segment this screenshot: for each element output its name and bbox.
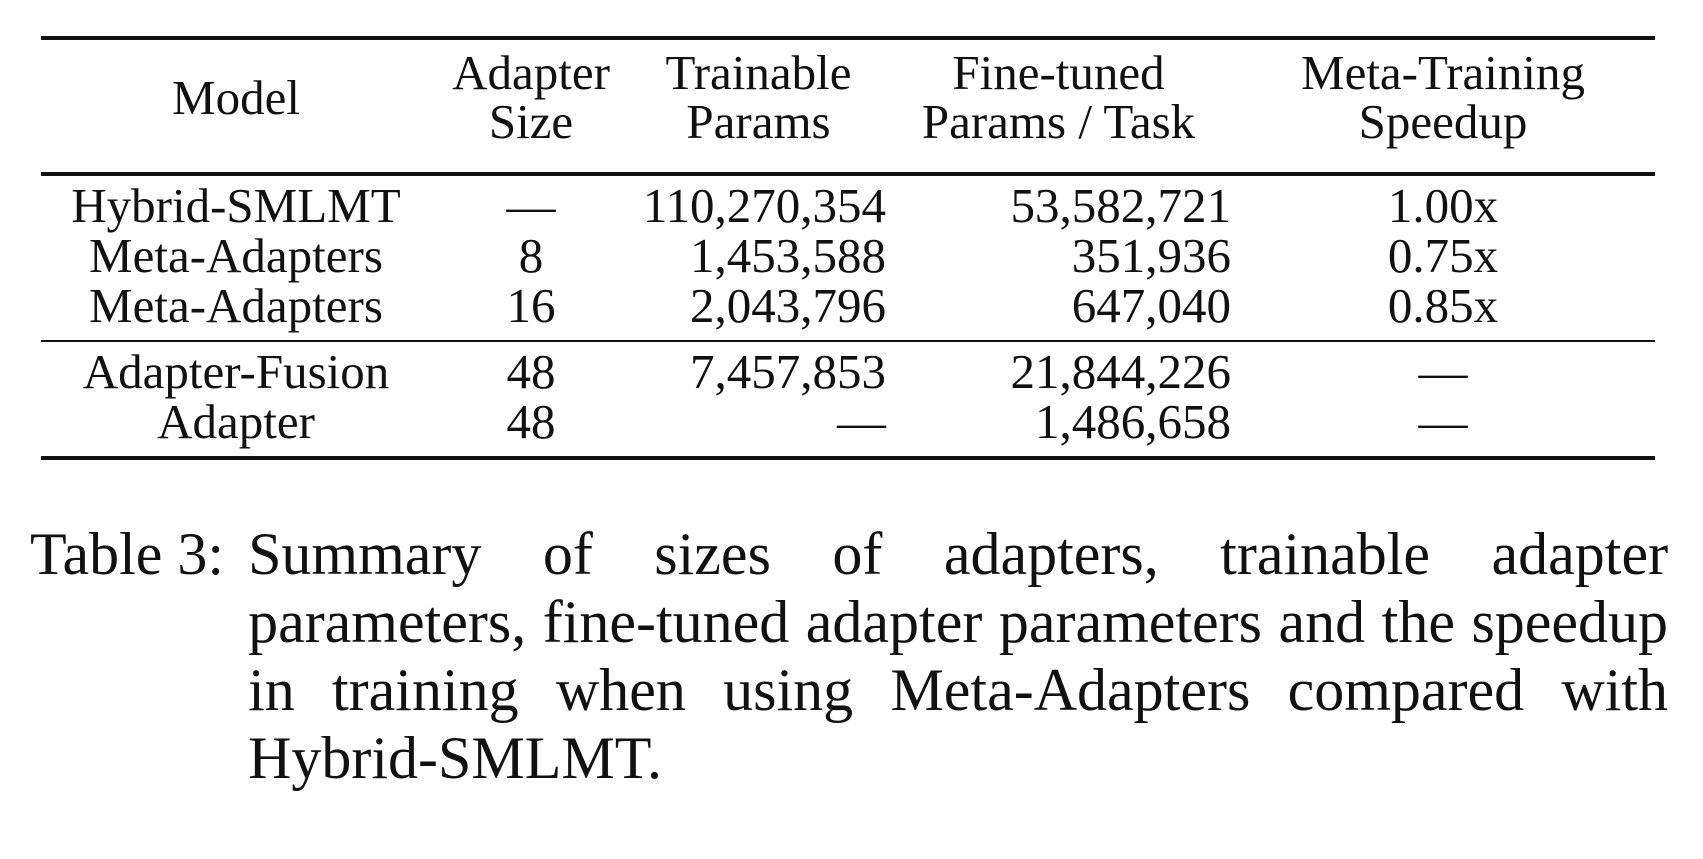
caption-label: Table 3: bbox=[30, 521, 225, 587]
cell-model: Hybrid-SMLMT bbox=[71, 177, 401, 233]
cell-adapter-size: 16 bbox=[506, 277, 556, 333]
cell-finetuned-params: 21,844,226 bbox=[1010, 343, 1232, 399]
caption-text: Summary of sizes of adapters, trainable … bbox=[248, 521, 1669, 791]
cell-model: Meta-Adapters bbox=[89, 227, 383, 283]
header-line: Adapter bbox=[452, 45, 610, 100]
cell-adapter-size: — bbox=[506, 177, 556, 233]
header-line: Fine-tuned bbox=[952, 45, 1165, 100]
table-row: Hybrid-SMLMT — 110,270,354 53,582,721 1.… bbox=[41, 174, 1655, 230]
table-row: Adapter 48 — 1,486,658 — bbox=[41, 396, 1655, 458]
cell-finetuned-params: 647,040 bbox=[1071, 277, 1231, 333]
table-row: Meta-Adapters 8 1,453,588 351,936 0.75x bbox=[41, 230, 1655, 280]
header-line: Meta-Training bbox=[1301, 45, 1585, 100]
header-line: Trainable bbox=[665, 45, 852, 100]
cell-finetuned-params: 351,936 bbox=[1071, 227, 1231, 283]
header-model: Model bbox=[41, 38, 431, 174]
header-speedup: Meta-Training Speedup bbox=[1231, 38, 1655, 174]
cell-speedup: — bbox=[1418, 393, 1468, 449]
header-finetuned-params: Fine-tuned Params / Task bbox=[886, 38, 1231, 174]
header-line: Speedup bbox=[1358, 94, 1528, 149]
cell-adapter-size: 48 bbox=[506, 393, 556, 449]
table-header-row: Model Adapter Size Trainable Params Fine… bbox=[41, 38, 1655, 174]
cell-model: Adapter bbox=[157, 393, 315, 449]
cell-speedup: 1.00x bbox=[1387, 177, 1499, 233]
cell-trainable-params: 7,457,853 bbox=[690, 343, 886, 399]
table-row: Adapter-Fusion 48 7,457,853 21,844,226 — bbox=[41, 341, 1655, 396]
table-row: Meta-Adapters 16 2,043,796 647,040 0.85x bbox=[41, 280, 1655, 341]
cell-adapter-size: 8 bbox=[518, 227, 544, 283]
header-trainable-params: Trainable Params bbox=[631, 38, 886, 174]
cell-speedup: 0.85x bbox=[1387, 277, 1499, 333]
header-line: Size bbox=[488, 94, 574, 149]
cell-trainable-params: 1,453,588 bbox=[690, 227, 886, 283]
results-table-container: Model Adapter Size Trainable Params Fine… bbox=[41, 36, 1655, 460]
results-table: Model Adapter Size Trainable Params Fine… bbox=[41, 36, 1655, 460]
table-caption: Table 3: Summary of sizes of adapters, t… bbox=[30, 520, 1670, 792]
cell-finetuned-params: 53,582,721 bbox=[1010, 177, 1232, 233]
cell-trainable-params: 2,043,796 bbox=[690, 277, 886, 333]
header-adapter-size: Adapter Size bbox=[431, 38, 631, 174]
cell-speedup: — bbox=[1418, 343, 1468, 399]
cell-trainable-params: — bbox=[837, 393, 886, 449]
cell-finetuned-params: 1,486,658 bbox=[1035, 393, 1231, 449]
cell-model: Adapter-Fusion bbox=[82, 343, 390, 399]
header-line: Params / Task bbox=[921, 94, 1196, 149]
header-line: Params bbox=[686, 94, 831, 149]
cell-adapter-size: 48 bbox=[506, 343, 556, 399]
cell-model: Meta-Adapters bbox=[89, 277, 383, 333]
cell-speedup: 0.75x bbox=[1387, 227, 1499, 283]
header-line: Model bbox=[172, 69, 300, 125]
cell-trainable-params: 110,270,354 bbox=[642, 177, 886, 233]
